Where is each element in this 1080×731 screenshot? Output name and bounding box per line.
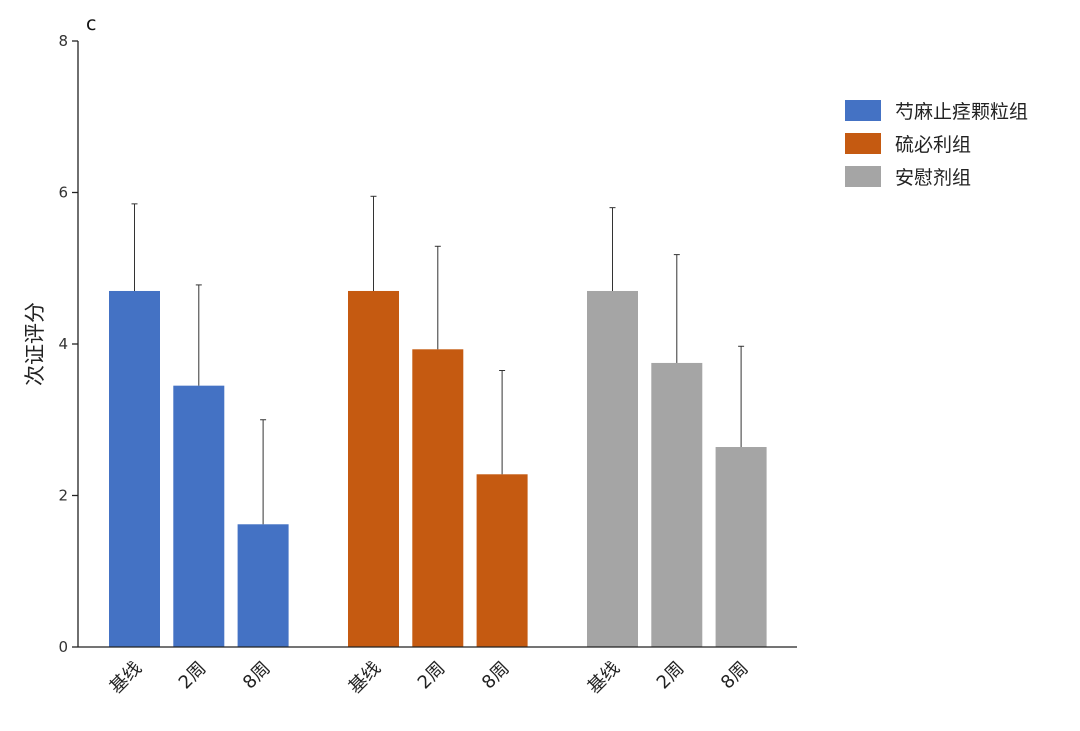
legend-item-2: 安慰剂组 [845,160,1028,193]
bar [476,474,528,647]
panel-label: c [86,13,96,35]
legend-swatch-1 [845,133,881,154]
x-tick-label: 2周 [414,658,450,694]
x-tick-label: 8周 [239,658,275,694]
x-tick-label: 2周 [653,658,689,694]
x-tick-label: 基线 [106,658,146,698]
bar [348,290,399,647]
legend: 芍麻止痉颗粒组 硫必利组 安慰剂组 [845,94,1028,193]
y-tick-label: 8 [58,32,68,50]
bars [109,290,767,647]
y-tick-label: 0 [58,638,68,656]
y-axis-label: 次证评分 [23,302,47,386]
error-bars [131,195,745,525]
bar [412,349,464,647]
x-tick-label: 基线 [345,658,385,698]
bar [237,524,289,647]
y-tick-label: 6 [58,184,68,202]
y-tick-label: 4 [58,335,68,353]
y-axis: 0 2 4 6 8 [58,32,79,656]
legend-label-2: 安慰剂组 [895,167,972,189]
x-axis: 基线 2周 8周 基线 2周 8周 基线 2周 8周 [78,646,797,698]
x-tick-label: 8周 [478,658,514,694]
bar [715,447,767,647]
bar [587,290,638,647]
x-tick-label: 2周 [175,658,211,694]
x-tick-label: 基线 [584,658,624,698]
legend-label-1: 硫必利组 [895,134,972,156]
legend-swatch-0 [845,100,881,121]
y-tick-label: 2 [58,487,68,505]
legend-swatch-2 [845,166,881,187]
bar [173,385,225,647]
legend-item-1: 硫必利组 [845,127,1028,160]
bar [109,290,160,647]
legend-item-0: 芍麻止痉颗粒组 [845,94,1028,127]
legend-label-0: 芍麻止痉颗粒组 [895,101,1029,123]
x-tick-label: 8周 [717,658,753,694]
bar [651,362,703,647]
